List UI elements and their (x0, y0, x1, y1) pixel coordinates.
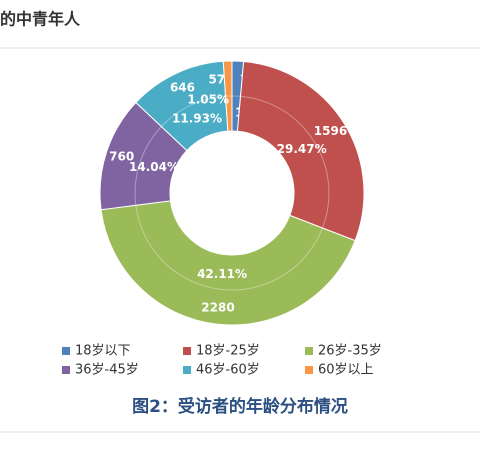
value-label: 57 (208, 73, 225, 87)
percent-label: 1.05% (187, 93, 229, 107)
caption: 图2：受访者的年龄分布情况 (132, 396, 348, 417)
legend-swatch (305, 347, 313, 355)
value-label: 2280 (201, 301, 234, 315)
legend-swatch (183, 347, 191, 355)
value-label: 1596 (314, 124, 347, 138)
value-label: 760 (109, 150, 134, 164)
chart: 761.4%159629.47%228042.11%76014.04%64611… (62, 60, 382, 378)
value-label: 646 (170, 81, 195, 95)
percent-label: 29.47% (277, 142, 327, 156)
legend-swatch (62, 347, 70, 355)
legend-label: 18岁以下 (75, 344, 131, 359)
legend-swatch (183, 366, 191, 374)
donut-slice (222, 60, 233, 132)
legend-label: 26岁-35岁 (318, 344, 382, 359)
legend-label: 60岁以上 (318, 363, 374, 378)
legend-label: 18岁-25岁 (196, 344, 260, 359)
donut-slice (100, 200, 356, 326)
percent-label: 42.11% (197, 267, 247, 281)
legend-swatch (305, 366, 313, 374)
legend-label: 36岁-45岁 (75, 363, 139, 378)
percent-label: 14.04% (129, 160, 179, 174)
percent-label: 11.93% (172, 111, 222, 125)
donut-slice (236, 60, 365, 242)
legend-swatch (62, 366, 70, 374)
legend-label: 46岁-60岁 (196, 363, 260, 378)
header-title: 的中青年人 (0, 10, 81, 29)
ring-divider (134, 95, 330, 291)
